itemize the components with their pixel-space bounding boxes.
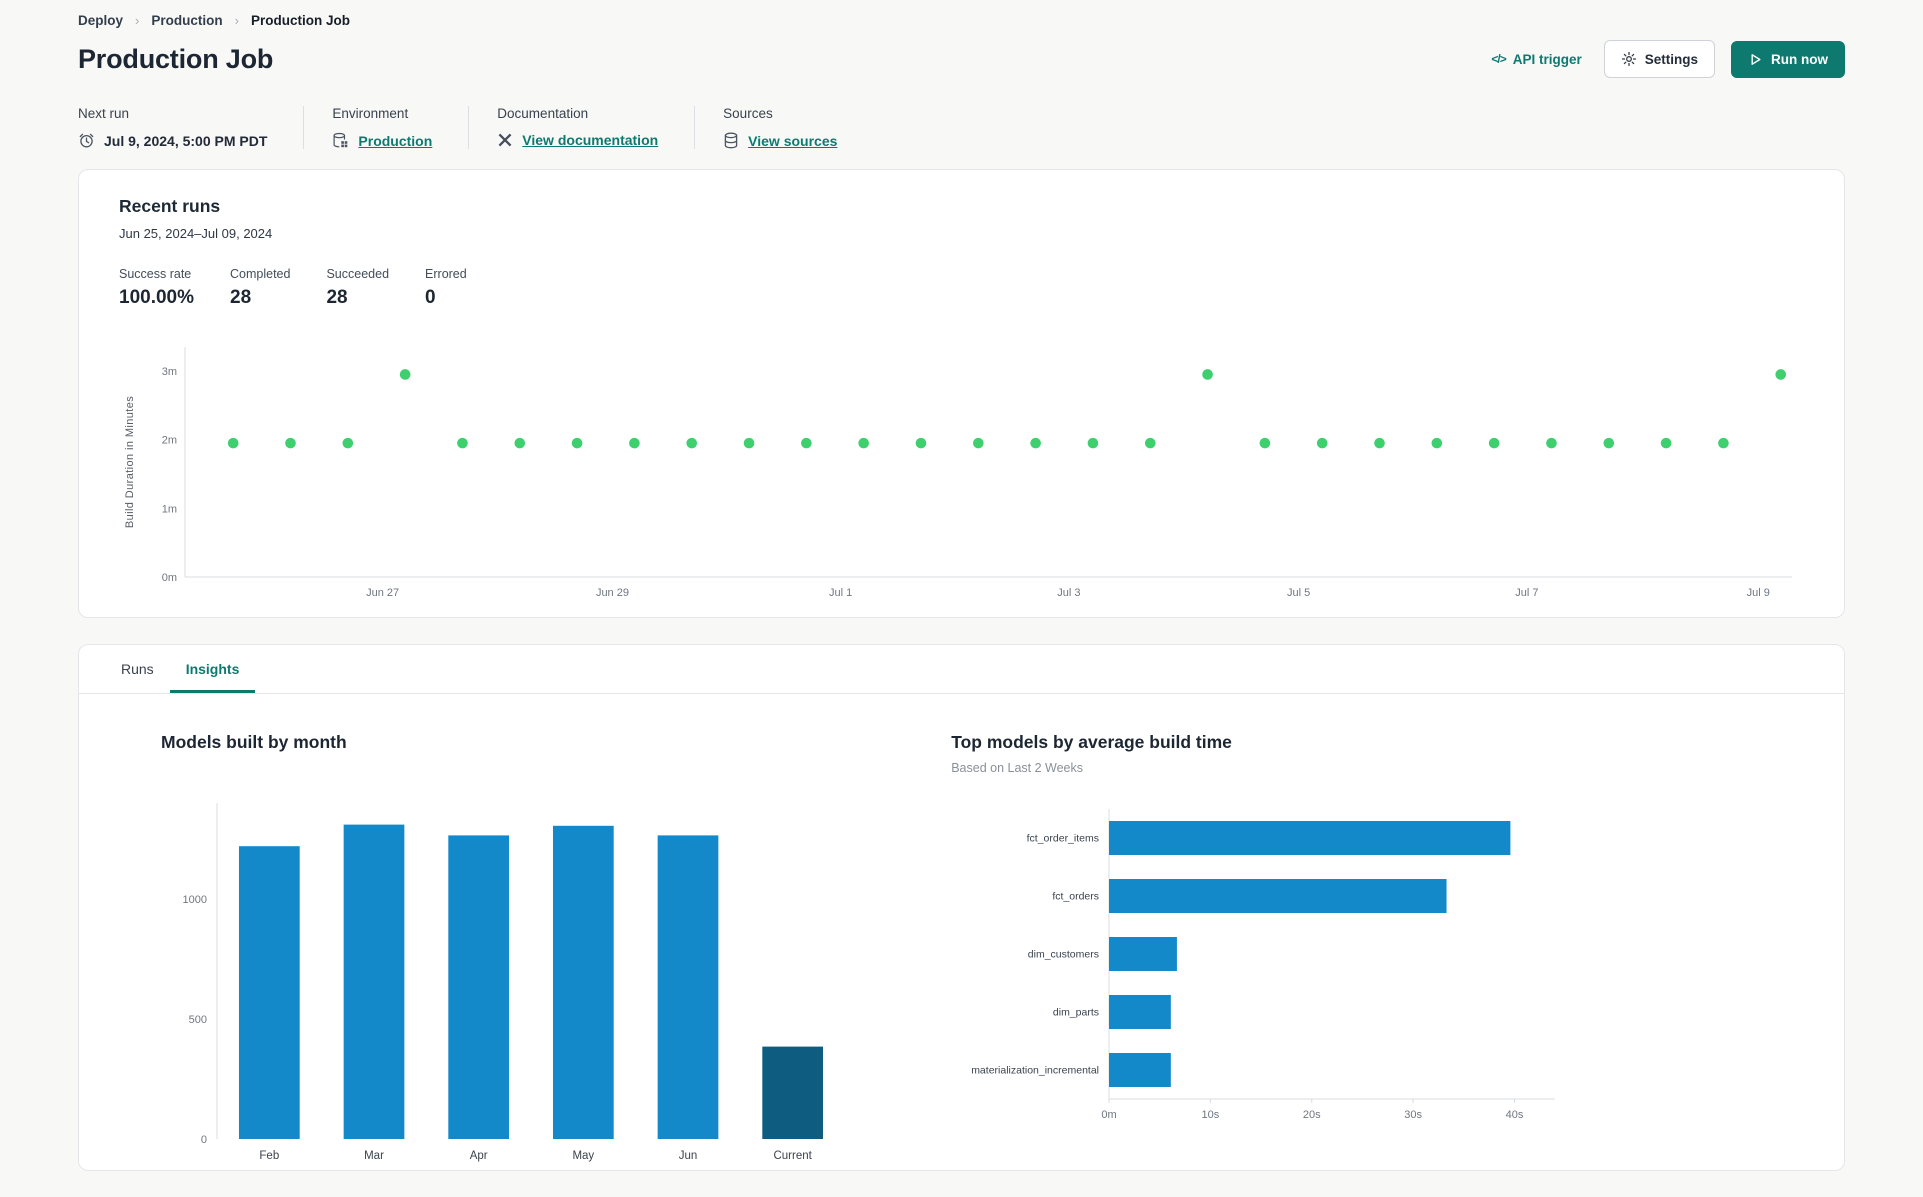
models-by-month-section: Models built by month 0 500 1000 Feb Mar Apr M… bbox=[161, 732, 933, 1169]
svg-text:Build Duration in Minutes: Build Duration in Minutes bbox=[124, 396, 136, 528]
svg-text:1m: 1m bbox=[162, 503, 177, 515]
svg-text:Apr: Apr bbox=[470, 1150, 488, 1162]
top-models-subtitle: Based on Last 2 Weeks bbox=[951, 761, 1083, 775]
svg-text:10s: 10s bbox=[1202, 1109, 1220, 1121]
view-documentation-link[interactable]: View documentation bbox=[522, 132, 659, 148]
svg-text:Jun 29: Jun 29 bbox=[596, 587, 629, 599]
svg-text:1000: 1000 bbox=[183, 894, 207, 906]
svg-text:fct_orders: fct_orders bbox=[1053, 891, 1100, 903]
recent-runs-card: Recent runs Jun 25, 2024–Jul 09, 2024 Su… bbox=[78, 169, 1845, 618]
database-icon bbox=[723, 132, 739, 149]
documentation-label: Documentation bbox=[497, 106, 589, 121]
svg-text:dim_parts: dim_parts bbox=[1053, 1007, 1099, 1019]
play-icon bbox=[1748, 52, 1763, 67]
top-models-title: Top models by average build time bbox=[951, 732, 1232, 752]
svg-text:Jul 9: Jul 9 bbox=[1747, 587, 1770, 599]
svg-text:Feb: Feb bbox=[259, 1150, 279, 1162]
api-trigger-label: API trigger bbox=[1512, 51, 1582, 67]
recent-runs-title: Recent runs bbox=[119, 196, 221, 216]
svg-text:20s: 20s bbox=[1303, 1109, 1321, 1121]
production-job-page: Deploy › Production › Production Job Pro… bbox=[78, 0, 1845, 1171]
gear-icon bbox=[1621, 51, 1637, 67]
build-duration-chart: 0m 1m 2m 3m Build Duration in Minutes Jun 27 J… bbox=[119, 335, 1804, 607]
stat-success-rate: Success rate 100.00% bbox=[119, 267, 195, 308]
insights-content: Models built by month 0 500 1000 Feb Mar Apr M… bbox=[79, 694, 1844, 1169]
svg-text:materialization_incremental: materialization_incremental bbox=[971, 1065, 1099, 1077]
svg-text:Mar: Mar bbox=[364, 1150, 384, 1162]
header-actions: </> API trigger Settings Run bbox=[1485, 40, 1845, 78]
run-now-label: Run now bbox=[1771, 51, 1828, 67]
tab-insights[interactable]: Insights bbox=[169, 645, 256, 693]
stat-completed: Completed 28 bbox=[230, 267, 291, 308]
svg-text:3m: 3m bbox=[162, 366, 177, 378]
svg-text:0m: 0m bbox=[162, 572, 177, 584]
sources-label: Sources bbox=[723, 106, 773, 121]
job-info-row: Next run Jul 9, 2024, 5:00 PM PDT Enviro… bbox=[78, 106, 1845, 149]
breadcrumb-production[interactable]: Production bbox=[151, 13, 223, 28]
dbt-logo-icon bbox=[497, 132, 513, 148]
breadcrumb: Deploy › Production › Production Job bbox=[78, 0, 1845, 28]
svg-text:0: 0 bbox=[201, 1134, 207, 1146]
svg-text:0m: 0m bbox=[1102, 1109, 1117, 1121]
svg-text:Jul 3: Jul 3 bbox=[1057, 587, 1080, 599]
svg-text:May: May bbox=[572, 1150, 594, 1162]
info-next-run: Next run Jul 9, 2024, 5:00 PM PDT bbox=[78, 106, 303, 149]
environment-label: Environment bbox=[332, 106, 409, 121]
chevron-right-icon: › bbox=[135, 13, 140, 28]
run-now-button[interactable]: Run now bbox=[1731, 40, 1845, 78]
info-documentation: Documentation View documentation bbox=[468, 106, 694, 149]
api-trigger-button[interactable]: </> API trigger bbox=[1485, 51, 1587, 68]
page-title: Production Job bbox=[78, 43, 274, 74]
svg-text:500: 500 bbox=[189, 1014, 207, 1026]
svg-text:Jul 1: Jul 1 bbox=[829, 587, 852, 599]
tab-bar: Runs Insights bbox=[79, 645, 1844, 694]
page-header: Production Job </> API trigger Settings bbox=[78, 40, 1845, 78]
alarm-clock-icon bbox=[78, 132, 95, 149]
info-environment: Environment Production bbox=[303, 106, 468, 149]
svg-text:Jul 7: Jul 7 bbox=[1515, 587, 1538, 599]
info-sources: Sources View sources bbox=[694, 106, 873, 149]
svg-text:Current: Current bbox=[773, 1150, 812, 1162]
svg-text:Jun 27: Jun 27 bbox=[366, 587, 399, 599]
svg-text:2m: 2m bbox=[162, 435, 177, 447]
breadcrumb-production-job: Production Job bbox=[250, 13, 350, 28]
svg-text:dim_customers: dim_customers bbox=[1028, 949, 1099, 961]
code-icon: </> bbox=[1491, 52, 1506, 66]
view-sources-link[interactable]: View sources bbox=[748, 132, 838, 149]
recent-runs-date-range: Jun 25, 2024–Jul 09, 2024 bbox=[119, 226, 273, 241]
settings-button[interactable]: Settings bbox=[1603, 40, 1715, 78]
settings-label: Settings bbox=[1644, 51, 1698, 67]
recent-runs-stats: Success rate 100.00% Completed 28 Succee… bbox=[119, 267, 1804, 309]
models-by-month-chart: 0 500 1000 Feb Mar Apr May Jun Current bbox=[161, 787, 861, 1169]
breadcrumb-deploy[interactable]: Deploy bbox=[78, 13, 124, 28]
next-run-label: Next run bbox=[78, 106, 130, 121]
insights-card: Runs Insights Models built by month 0 500… bbox=[78, 644, 1845, 1171]
tab-runs[interactable]: Runs bbox=[105, 645, 170, 693]
models-by-month-title: Models built by month bbox=[161, 732, 347, 752]
stat-succeeded: Succeeded 28 bbox=[326, 267, 390, 308]
svg-text:40s: 40s bbox=[1506, 1109, 1524, 1121]
stat-errored: Errored 0 bbox=[425, 267, 467, 308]
svg-text:30s: 30s bbox=[1404, 1109, 1422, 1121]
next-run-value: Jul 9, 2024, 5:00 PM PDT bbox=[104, 132, 268, 149]
svg-text:Jun: Jun bbox=[679, 1150, 698, 1162]
svg-text:Jul 5: Jul 5 bbox=[1287, 587, 1310, 599]
top-models-section: Top models by average build time Based o… bbox=[933, 732, 1804, 1169]
environment-link[interactable]: Production bbox=[358, 132, 433, 149]
svg-text:fct_order_items: fct_order_items bbox=[1027, 833, 1099, 845]
chevron-right-icon: › bbox=[234, 13, 239, 28]
environment-icon bbox=[332, 132, 349, 149]
